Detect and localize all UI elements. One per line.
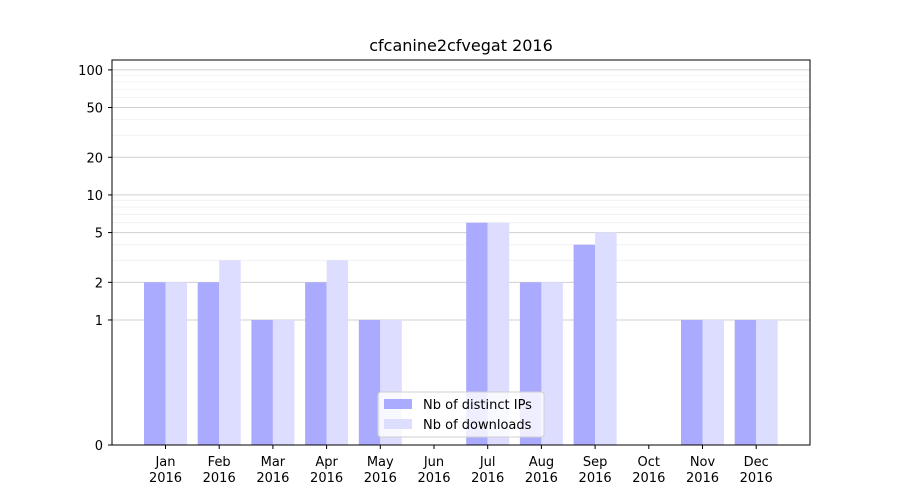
- x-tick-label-month: Aug: [529, 455, 554, 470]
- x-tick-label-month: Mar: [261, 455, 286, 470]
- legend-label: Nb of distinct IPs: [423, 398, 532, 413]
- legend-label: Nb of downloads: [423, 418, 532, 433]
- axes: 0125102050100Jan2016Feb2016Mar2016Apr201…: [78, 59, 811, 486]
- x-tick-label-year: 2016: [149, 471, 182, 486]
- bar-distinct-ips: [573, 244, 596, 445]
- bar-downloads: [272, 319, 295, 445]
- legend-swatch: [384, 399, 412, 409]
- bar-distinct-ips: [251, 319, 273, 445]
- y-tick-label: 100: [78, 64, 103, 79]
- bar-distinct-ips: [358, 319, 381, 445]
- y-tick-label: 2: [95, 276, 103, 291]
- bar-downloads: [756, 319, 778, 445]
- bar-downloads: [702, 319, 724, 445]
- bars: [144, 222, 778, 445]
- x-tick-label-year: 2016: [364, 471, 397, 486]
- y-tick-label: 20: [86, 151, 103, 166]
- x-tick-label-year: 2016: [525, 471, 558, 486]
- x-tick-label-year: 2016: [417, 471, 450, 486]
- bar-downloads: [165, 282, 187, 445]
- bar-downloads: [326, 260, 349, 445]
- y-tick-label: 0: [95, 439, 103, 454]
- x-tick-label-year: 2016: [632, 471, 665, 486]
- x-tick-label-year: 2016: [579, 471, 612, 486]
- bar-distinct-ips: [144, 282, 166, 445]
- plot-frame: [111, 59, 811, 446]
- x-tick-label-year: 2016: [471, 471, 504, 486]
- chart-title: cfcanine2cfvegat 2016: [369, 36, 553, 55]
- x-tick-label-year: 2016: [256, 471, 289, 486]
- legend-swatch: [384, 419, 412, 429]
- x-tick-label-month: Sep: [583, 455, 608, 470]
- x-tick-label-month: Jul: [479, 455, 496, 470]
- x-tick-label-year: 2016: [203, 471, 236, 486]
- x-tick-label-month: Jan: [154, 455, 175, 470]
- y-tick-label: 1: [95, 314, 103, 329]
- bar-distinct-ips: [305, 282, 327, 445]
- x-tick-label-month: Apr: [315, 455, 338, 470]
- x-tick-label-month: Oct: [638, 455, 660, 470]
- y-tick-label: 5: [95, 227, 103, 242]
- bar-distinct-ips: [466, 222, 488, 445]
- bar-downloads: [541, 282, 563, 445]
- bar-downloads: [219, 260, 241, 445]
- x-tick-label-year: 2016: [310, 471, 343, 486]
- y-tick-label: 50: [86, 102, 103, 117]
- x-tick-label-month: Nov: [690, 455, 716, 470]
- legend-box: [377, 391, 545, 438]
- x-tick-label-month: Feb: [208, 455, 231, 470]
- x-tick-label-year: 2016: [686, 471, 719, 486]
- x-tick-label-year: 2016: [740, 471, 773, 486]
- x-tick-label-month: May: [367, 455, 394, 470]
- y-tick-label: 10: [86, 189, 103, 204]
- x-tick-label-month: Jun: [423, 455, 444, 470]
- bar-downloads: [487, 222, 510, 445]
- bar-distinct-ips: [681, 319, 703, 445]
- bar-distinct-ips: [734, 319, 757, 445]
- x-tick-label-month: Dec: [744, 455, 769, 470]
- legend: Nb of distinct IPs Nb of downloads: [377, 391, 545, 438]
- bar-downloads: [595, 232, 617, 445]
- bar-distinct-ips: [197, 282, 220, 445]
